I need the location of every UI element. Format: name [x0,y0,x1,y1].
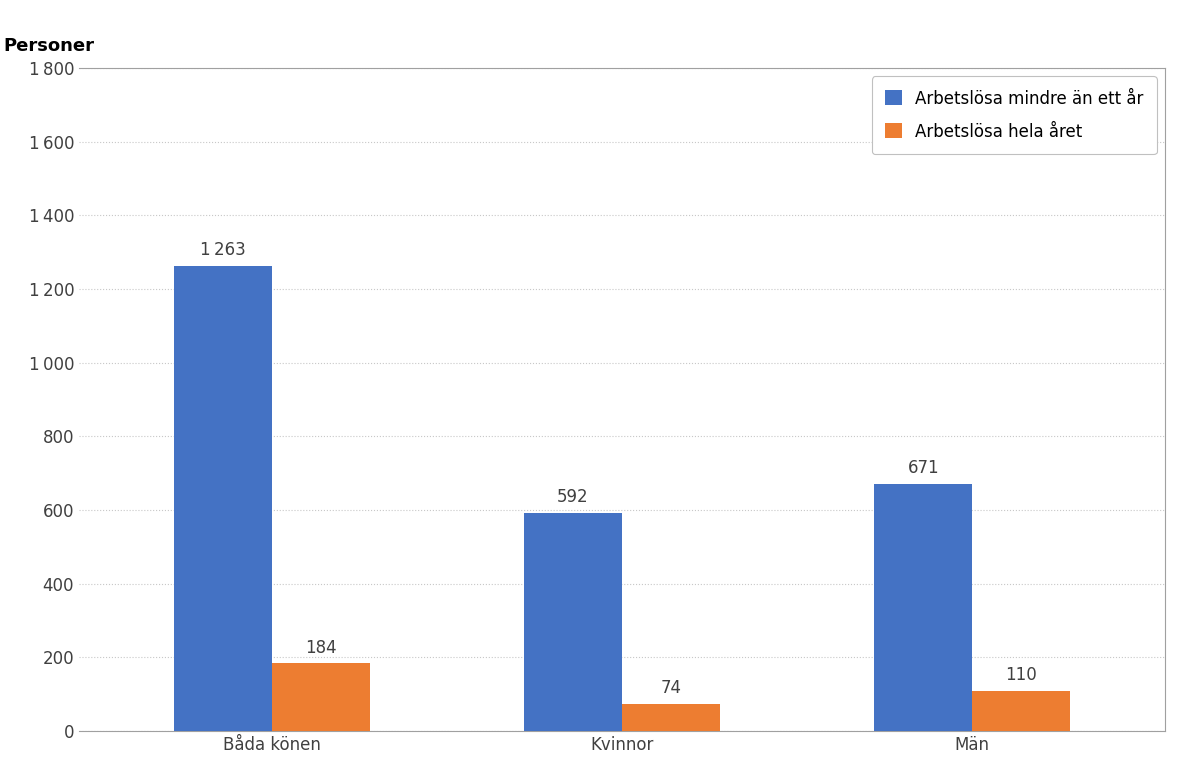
Text: 1 263: 1 263 [199,241,245,259]
Text: 184: 184 [304,639,336,657]
Text: 592: 592 [557,488,589,506]
Text: Personer: Personer [4,37,94,55]
Bar [173,266,271,731]
Bar [622,704,720,731]
Bar [874,484,972,731]
Bar [972,691,1070,731]
Text: 671: 671 [907,459,939,478]
Text: 74: 74 [661,679,682,697]
Legend: Arbetslösa mindre än ett år, Arbetslösa hela året: Arbetslösa mindre än ett år, Arbetslösa … [872,76,1156,154]
Text: 110: 110 [1005,666,1037,684]
Bar [271,664,369,731]
Bar [524,513,622,731]
